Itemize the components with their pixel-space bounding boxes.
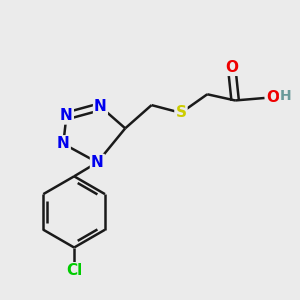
Text: N: N bbox=[57, 136, 70, 151]
Text: O: O bbox=[266, 91, 279, 106]
Text: Cl: Cl bbox=[66, 263, 82, 278]
Text: H: H bbox=[280, 89, 292, 103]
Text: O: O bbox=[226, 60, 238, 75]
Text: N: N bbox=[60, 108, 73, 123]
Text: N: N bbox=[91, 155, 104, 170]
Text: N: N bbox=[94, 99, 107, 114]
Text: S: S bbox=[176, 105, 187, 120]
